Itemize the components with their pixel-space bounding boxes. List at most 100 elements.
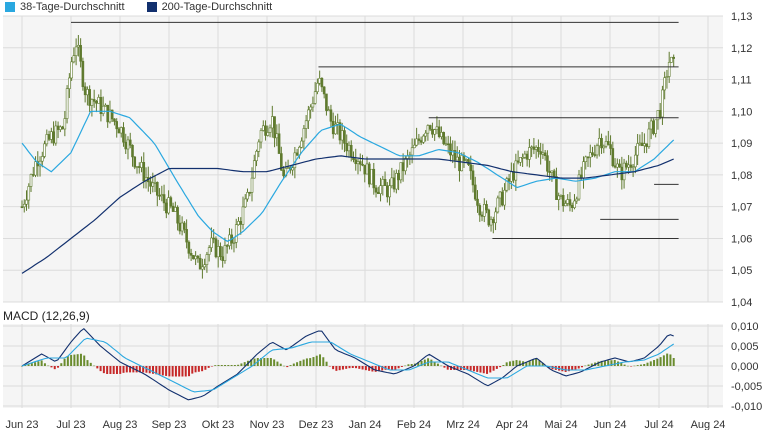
candle-body — [277, 133, 281, 154]
candle-body — [83, 86, 87, 96]
macd-histogram-bar — [361, 366, 364, 370]
candle-body — [29, 174, 33, 187]
macd-histogram-bar — [60, 363, 63, 366]
macd-histogram-bar — [459, 366, 462, 370]
candle-body — [264, 125, 267, 136]
candle-body — [300, 140, 303, 148]
x-tick-label: Dez 23 — [299, 419, 334, 430]
price-tick-label: 1,08 — [731, 170, 752, 182]
macd-histogram-bar — [73, 354, 76, 366]
candle-body — [201, 266, 204, 270]
macd-histogram-bar — [122, 366, 125, 373]
candle-body — [557, 195, 560, 200]
candle-body — [56, 125, 60, 130]
macd-histogram-bar — [276, 361, 279, 366]
candle-body — [365, 163, 369, 175]
macd-histogram-bar — [96, 366, 99, 369]
candle-body — [110, 109, 114, 120]
legend-swatch-ma200 — [146, 2, 157, 12]
candle-body — [442, 132, 445, 145]
macd-histogram-bar — [512, 360, 515, 366]
macd-histogram-bar — [364, 366, 367, 371]
candle-body — [286, 167, 290, 169]
macd-histogram-bar — [623, 364, 626, 366]
candle-body — [507, 178, 511, 182]
macd-histogram-bar — [561, 366, 564, 372]
macd-histogram-bar — [633, 365, 636, 367]
candle-body — [489, 219, 493, 226]
macd-histogram-bar — [639, 364, 642, 366]
candle-body — [133, 156, 137, 168]
candle-body — [246, 192, 249, 200]
macd-histogram-bar — [230, 365, 233, 366]
candle-body — [652, 120, 655, 134]
candle-body — [52, 131, 55, 144]
macd-histogram-bar — [151, 366, 154, 374]
candle-body — [458, 156, 461, 172]
macd-histogram-bar — [440, 365, 443, 367]
macd-histogram-bar — [351, 366, 354, 368]
candle-body — [340, 130, 344, 141]
macd-histogram-bar — [191, 366, 194, 374]
candle-body — [548, 170, 551, 173]
candle-body — [564, 203, 567, 207]
macd-histogram-bar — [217, 365, 220, 366]
candle-body — [627, 164, 630, 168]
candle-body — [534, 146, 538, 150]
candle-body — [392, 177, 396, 190]
candle-body — [295, 152, 299, 156]
candle-body — [381, 179, 385, 186]
price-tick-label: 1,05 — [731, 265, 752, 277]
candle-body — [658, 110, 662, 118]
candle-body — [577, 174, 581, 200]
macd-tick-label: 0,010 — [731, 321, 759, 333]
macd-histogram-bar — [34, 362, 37, 366]
price-tick-label: 1,07 — [731, 202, 752, 214]
macd-histogram-bar — [66, 356, 69, 366]
macd-histogram-bar — [607, 360, 610, 366]
candle-body — [480, 214, 484, 217]
macd-histogram-bar — [404, 365, 407, 367]
candle-body — [485, 204, 488, 211]
candle-body — [593, 154, 597, 156]
macd-histogram-bar — [564, 366, 567, 372]
macd-histogram-bar — [282, 365, 285, 367]
candle-body — [40, 156, 44, 162]
candle-body — [331, 120, 335, 135]
macd-histogram-bar — [299, 360, 302, 366]
macd-histogram-bar — [129, 366, 132, 373]
macd-histogram-bar — [508, 361, 511, 366]
candle-body — [92, 99, 96, 102]
legend: 38-Tage-Durchschnitt 200-Tage-Durchschni… — [5, 1, 272, 13]
candle-body — [171, 205, 175, 212]
candle-body — [586, 156, 590, 159]
macd-histogram-bar — [341, 366, 344, 370]
candle-body — [160, 194, 164, 196]
candle-body — [128, 139, 132, 146]
macd-histogram-bar — [115, 366, 118, 374]
candle-body — [643, 143, 646, 147]
candle-body — [327, 109, 330, 112]
candle-body — [482, 204, 486, 217]
candle-body — [523, 153, 527, 158]
candle-body — [616, 163, 619, 168]
x-tick-label: Apr 24 — [496, 419, 528, 430]
candle-body — [97, 97, 100, 104]
x-tick-label: Jul 24 — [644, 419, 673, 430]
macd-histogram-bar — [499, 366, 502, 368]
macd-histogram-bar — [417, 362, 420, 366]
candle-body — [137, 166, 141, 168]
candle-body — [162, 194, 166, 204]
candle-body — [311, 103, 315, 108]
macd-histogram-bar — [515, 360, 518, 366]
candle-body — [433, 129, 436, 135]
macd-histogram-bar — [332, 366, 335, 370]
candle-body — [422, 135, 425, 143]
candle-body — [126, 139, 130, 150]
candle-body — [243, 198, 247, 208]
macd-histogram-bar — [37, 361, 40, 366]
candle-body — [81, 60, 85, 88]
macd-histogram-bar — [495, 366, 498, 369]
candle-body — [27, 186, 31, 201]
candle-body — [31, 174, 35, 176]
